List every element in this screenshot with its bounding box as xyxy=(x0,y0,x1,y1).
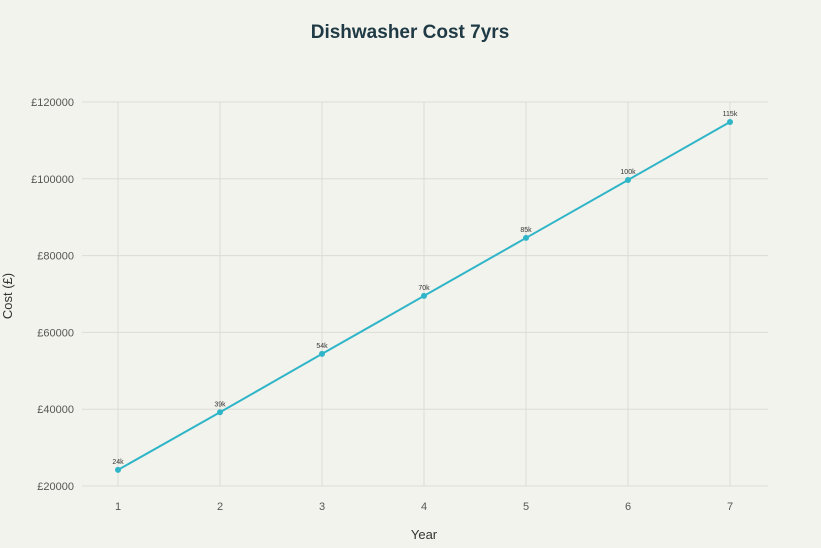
x-tick-label: 6 xyxy=(625,501,631,513)
data-label: 39k xyxy=(214,401,226,408)
y-tick-label: £20000 xyxy=(37,481,74,493)
data-label: 24k xyxy=(112,459,124,466)
x-axis-label: Year xyxy=(411,527,438,542)
y-tick-label: £100000 xyxy=(31,174,74,186)
data-point xyxy=(625,176,631,183)
x-tick-label: 3 xyxy=(319,501,325,513)
data-label: 54k xyxy=(316,343,328,350)
y-tick-label: £80000 xyxy=(37,251,74,263)
series: 24k 39k 54k 70k 85k 100k 115k xyxy=(112,111,738,473)
x-tick-label: 7 xyxy=(727,501,733,513)
data-label: 70k xyxy=(418,285,430,292)
x-tick-label: 5 xyxy=(523,501,529,513)
data-label: 115k xyxy=(723,111,738,118)
y-axis-label: Cost (£) xyxy=(0,273,15,319)
data-label: 100k xyxy=(620,169,636,176)
data-point xyxy=(319,350,325,357)
data-label: 85k xyxy=(520,227,532,234)
y-tick-label: £120000 xyxy=(31,97,74,109)
data-point xyxy=(115,466,121,473)
x-tick-label: 1 xyxy=(115,501,121,513)
x-axis-ticks: 1 2 3 4 5 6 7 xyxy=(115,501,733,513)
grid xyxy=(82,101,768,487)
chart-title: Dishwasher Cost 7yrs xyxy=(311,22,510,43)
data-point xyxy=(421,292,427,299)
y-tick-label: £60000 xyxy=(37,327,74,339)
y-tick-label: £40000 xyxy=(37,404,74,416)
x-tick-label: 4 xyxy=(421,501,427,513)
data-point xyxy=(523,234,529,241)
y-axis-ticks: £20000 £40000 £60000 £80000 £100000 £120000 xyxy=(31,97,74,493)
data-point xyxy=(217,409,223,416)
x-tick-label: 2 xyxy=(217,501,223,513)
data-point xyxy=(727,118,733,125)
